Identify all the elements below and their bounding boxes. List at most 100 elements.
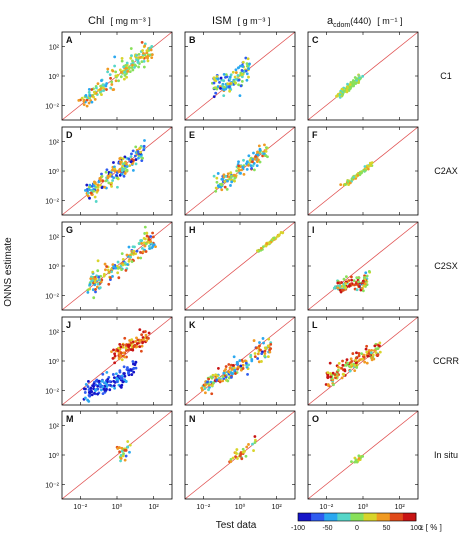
- data-point: [105, 82, 109, 85]
- data-point: [129, 155, 133, 159]
- data-point: [120, 172, 124, 176]
- data-point: [123, 171, 127, 175]
- colorbar-segment: [311, 513, 325, 521]
- data-point: [342, 277, 346, 281]
- data-point: [138, 328, 142, 331]
- data-point: [116, 447, 120, 450]
- data-point: [354, 358, 357, 362]
- data-point: [93, 181, 97, 185]
- data-point: [246, 164, 250, 167]
- data-point: [235, 169, 239, 173]
- colorbar-segment: [324, 513, 338, 521]
- data-point: [238, 94, 242, 98]
- data-point: [142, 65, 146, 69]
- data-point: [129, 56, 133, 60]
- data-point: [366, 354, 370, 358]
- data-point: [350, 363, 353, 367]
- data-point: [378, 341, 382, 345]
- data-point: [364, 271, 368, 275]
- data-point: [113, 165, 116, 169]
- colorbar-segment: [376, 513, 391, 521]
- data-point: [229, 171, 233, 175]
- data-point: [332, 383, 335, 387]
- data-point: [251, 158, 255, 161]
- data-point: [250, 167, 253, 170]
- data-point: [96, 392, 100, 396]
- data-point: [244, 454, 248, 458]
- data-point: [93, 97, 97, 101]
- x-tick-label: 10⁻²: [319, 504, 333, 511]
- data-point: [130, 373, 134, 376]
- row-labels: C1 C2AX C2SX CCRR In situ: [433, 71, 459, 460]
- data-point: [124, 346, 128, 350]
- data-point: [143, 232, 147, 235]
- data-point: [232, 355, 236, 359]
- data-point: [236, 73, 240, 77]
- data-point: [135, 342, 139, 345]
- data-point: [82, 103, 86, 107]
- data-point: [229, 458, 233, 461]
- data-point: [237, 83, 240, 87]
- data-point: [249, 353, 253, 357]
- data-point: [133, 363, 137, 367]
- row-label: CCRR: [433, 356, 459, 366]
- data-point: [257, 346, 261, 350]
- data-point: [123, 74, 127, 77]
- data-point: [341, 372, 345, 376]
- data-point: [260, 352, 264, 356]
- data-point: [347, 364, 351, 368]
- y-tick-label: 10⁰: [48, 73, 59, 81]
- data-point: [363, 282, 367, 286]
- data-point: [141, 156, 144, 160]
- data-point: [272, 236, 276, 240]
- data-point: [134, 366, 138, 370]
- data-point: [128, 339, 132, 342]
- data-point: [92, 90, 96, 94]
- data-point: [218, 378, 222, 382]
- data-point: [240, 168, 244, 172]
- data-point: [99, 84, 103, 88]
- data-point: [215, 75, 219, 78]
- data-point: [353, 460, 357, 464]
- data-point: [143, 244, 147, 248]
- data-point: [257, 144, 261, 148]
- data-point: [229, 73, 233, 77]
- data-point: [262, 341, 265, 345]
- data-point: [130, 152, 133, 156]
- data-point: [224, 87, 228, 91]
- data-point: [245, 64, 249, 68]
- data-point: [266, 155, 269, 159]
- data-point: [129, 368, 133, 372]
- colorbar-segment: [363, 513, 378, 521]
- data-point: [224, 368, 228, 371]
- data-point: [149, 240, 153, 243]
- data-point: [357, 354, 361, 358]
- data-point: [128, 164, 132, 168]
- data-point: [93, 277, 97, 281]
- data-point: [253, 157, 257, 161]
- data-point: [122, 77, 126, 81]
- data-point: [340, 87, 344, 91]
- data-point: [226, 379, 230, 383]
- data-point: [253, 168, 256, 172]
- data-point: [267, 241, 271, 245]
- data-point: [111, 274, 114, 278]
- x-tick-label: 10⁰: [235, 503, 246, 511]
- data-point: [101, 379, 104, 383]
- data-point: [119, 354, 122, 358]
- data-point: [355, 351, 358, 355]
- data-point: [346, 85, 349, 88]
- data-point: [93, 280, 97, 284]
- data-point: [216, 184, 220, 188]
- data-point: [86, 398, 90, 402]
- data-point: [216, 374, 219, 378]
- data-point: [90, 390, 94, 394]
- identity-line: [61, 316, 173, 406]
- data-point: [123, 448, 127, 452]
- data-point: [258, 148, 262, 152]
- panel-letter: G: [66, 225, 73, 235]
- data-point: [125, 61, 129, 65]
- data-point: [354, 356, 358, 360]
- data-point: [234, 455, 237, 458]
